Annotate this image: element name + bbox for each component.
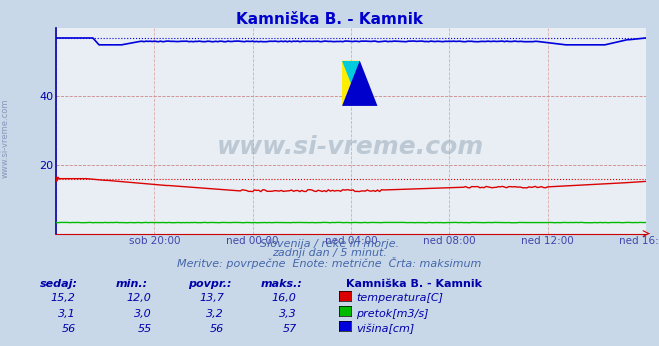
Polygon shape [342,61,360,106]
Polygon shape [342,61,360,106]
Text: min.:: min.: [115,279,148,289]
Text: 12,0: 12,0 [127,293,152,303]
Text: 15,2: 15,2 [51,293,76,303]
Text: povpr.:: povpr.: [188,279,231,289]
Text: Meritve: povrpečne  Enote: metrične  Črta: maksimum: Meritve: povrpečne Enote: metrične Črta:… [177,257,482,269]
Text: zadnji dan / 5 minut.: zadnji dan / 5 minut. [272,248,387,258]
Text: 16,0: 16,0 [272,293,297,303]
Text: temperatura[C]: temperatura[C] [356,293,443,303]
Text: višina[cm]: višina[cm] [356,324,414,334]
Text: sedaj:: sedaj: [40,279,78,289]
Text: 56: 56 [61,324,76,334]
Text: Kamniška B. - Kamnik: Kamniška B. - Kamnik [346,279,482,289]
Text: pretok[m3/s]: pretok[m3/s] [356,309,428,319]
Text: 3,2: 3,2 [206,309,224,319]
Text: 13,7: 13,7 [199,293,224,303]
Text: 55: 55 [137,324,152,334]
Text: www.si-vreme.com: www.si-vreme.com [217,135,484,159]
Text: 3,0: 3,0 [134,309,152,319]
Text: www.si-vreme.com: www.si-vreme.com [1,99,10,178]
Polygon shape [342,61,378,106]
Text: Slovenija / reke in morje.: Slovenija / reke in morje. [260,239,399,249]
Text: 3,1: 3,1 [58,309,76,319]
Text: 56: 56 [210,324,224,334]
Text: Kamniška B. - Kamnik: Kamniška B. - Kamnik [236,12,423,27]
Text: 57: 57 [282,324,297,334]
Text: maks.:: maks.: [260,279,302,289]
Text: 3,3: 3,3 [279,309,297,319]
